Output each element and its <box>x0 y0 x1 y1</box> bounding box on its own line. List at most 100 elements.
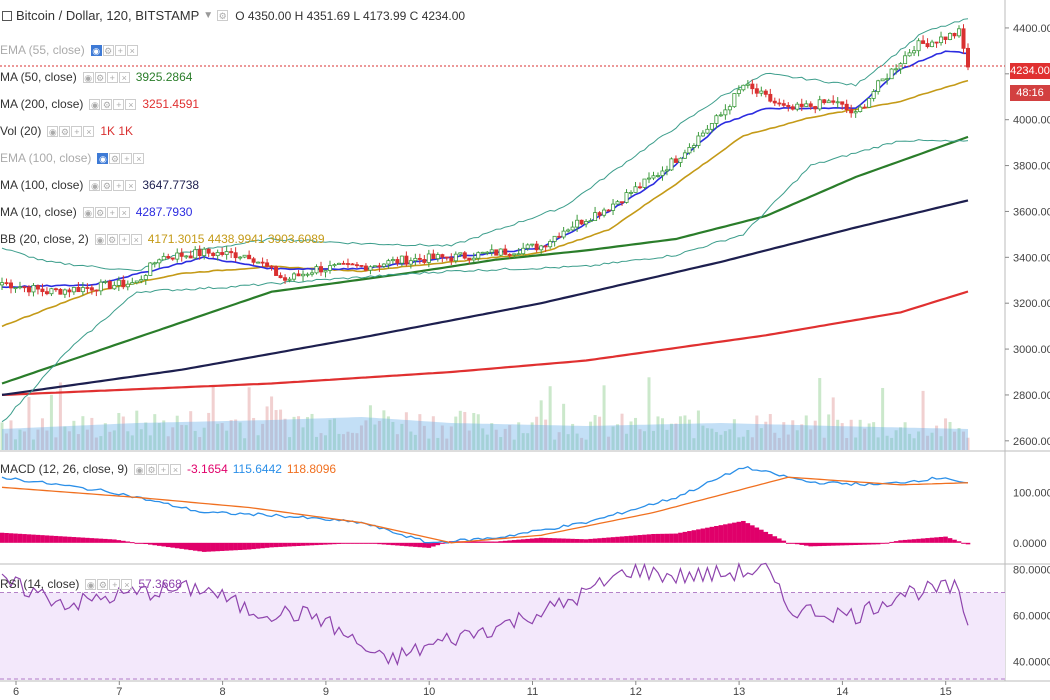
macd-hist-bar <box>94 538 99 543</box>
settings-icon[interactable]: ⚙ <box>97 578 109 590</box>
settings-icon[interactable]: ⚙ <box>146 463 158 475</box>
settings-icon[interactable]: ⚙ <box>101 179 113 191</box>
candle-body <box>31 285 36 293</box>
volume-bar <box>458 410 462 450</box>
add-icon[interactable]: + <box>158 463 170 475</box>
close-icon[interactable]: × <box>170 463 182 475</box>
visibility-icon[interactable]: ◉ <box>82 206 94 218</box>
close-icon[interactable]: × <box>125 98 137 110</box>
add-icon[interactable]: + <box>114 44 126 56</box>
candle-body <box>130 282 135 285</box>
price-tick-label: 4400.00 <box>1013 23 1050 35</box>
volume-bar <box>858 419 862 450</box>
close-icon[interactable]: × <box>118 206 130 218</box>
rsi-legend-name[interactable]: RSI (14, close) <box>0 577 80 591</box>
macd-hist-bar <box>624 536 629 543</box>
visibility-icon[interactable]: ◉ <box>82 71 94 83</box>
macd-hist-bar <box>871 542 876 545</box>
macd-hist-bar <box>296 542 301 546</box>
candle-body <box>404 255 409 265</box>
add-icon[interactable]: + <box>113 98 125 110</box>
macd-hist-bar <box>71 537 77 543</box>
macd-hist-bar <box>732 522 737 543</box>
volume-bar <box>0 422 4 450</box>
legend-name[interactable]: MA (10, close) <box>0 205 77 219</box>
legend-name[interactable]: EMA (100, close) <box>0 151 92 165</box>
add-icon[interactable]: + <box>106 71 118 83</box>
settings-icon[interactable]: ⚙ <box>94 71 106 83</box>
candle-body <box>718 114 723 117</box>
settings-icon[interactable]: ⚙ <box>59 125 71 137</box>
visibility-icon[interactable]: ◉ <box>85 578 97 590</box>
visibility-icon[interactable]: ◉ <box>97 152 109 164</box>
legend-name[interactable]: MA (200, close) <box>0 97 84 111</box>
close-icon[interactable]: × <box>126 44 138 56</box>
rsi-tick-label: 80.0000 <box>1013 565 1050 577</box>
bb-lower-line <box>1 139 969 423</box>
volume-bar <box>189 411 193 450</box>
volume-bar <box>45 430 49 450</box>
visibility-icon[interactable]: ◉ <box>134 463 146 475</box>
macd-hist-bar <box>633 535 638 543</box>
settings-icon[interactable]: ⚙ <box>94 206 106 218</box>
settings-icon[interactable]: ⚙ <box>217 10 229 21</box>
macd-tick-label: 0.0000 <box>1013 538 1047 550</box>
legend-name[interactable]: BB (20, close, 2) <box>0 232 89 246</box>
date-tick-label: 11 <box>527 686 538 698</box>
legend-name[interactable]: EMA (55, close) <box>0 43 85 57</box>
candle-body <box>862 106 867 109</box>
candle-body <box>485 251 490 254</box>
volume-bar <box>467 430 471 450</box>
volume-bar <box>813 420 817 450</box>
symbol-title[interactable]: Bitcoin / Dollar, 120, BITSTAMP <box>16 8 200 23</box>
high-value: 4351.69 <box>306 8 351 23</box>
candle-body <box>961 28 966 49</box>
macd-hist-bar <box>466 541 472 543</box>
collapse-icon[interactable] <box>2 10 12 21</box>
candle-body <box>458 252 463 255</box>
candle-body <box>858 106 863 112</box>
visibility-icon[interactable]: ◉ <box>94 233 106 245</box>
volume-bar <box>764 421 768 450</box>
add-icon[interactable]: + <box>106 206 118 218</box>
macd-legend-name[interactable]: MACD (12, 26, close, 9) <box>0 462 129 476</box>
visibility-icon[interactable]: ◉ <box>90 44 102 56</box>
settings-icon[interactable]: ⚙ <box>102 44 114 56</box>
close-icon[interactable]: × <box>83 125 95 137</box>
add-icon[interactable]: + <box>71 125 83 137</box>
close-icon[interactable]: × <box>130 233 142 245</box>
settings-icon[interactable]: ⚙ <box>109 152 121 164</box>
close-icon[interactable]: × <box>118 71 130 83</box>
visibility-icon[interactable]: ◉ <box>89 179 101 191</box>
volume-bar <box>669 423 673 450</box>
chevron-down-icon[interactable]: ▼ <box>203 10 214 21</box>
visibility-icon[interactable]: ◉ <box>47 125 59 137</box>
date-tick-label: 9 <box>323 686 329 698</box>
candle-body <box>143 275 148 280</box>
visibility-icon[interactable]: ◉ <box>89 98 101 110</box>
legend-name[interactable]: MA (100, close) <box>0 178 84 192</box>
settings-icon[interactable]: ⚙ <box>101 98 113 110</box>
close-icon[interactable]: × <box>133 152 145 164</box>
candle-body <box>202 248 207 256</box>
close-icon[interactable]: × <box>121 578 133 590</box>
close-icon[interactable]: × <box>125 179 137 191</box>
candle-body <box>377 265 382 268</box>
add-icon[interactable]: + <box>113 179 125 191</box>
candle-body <box>368 266 373 271</box>
legend-name[interactable]: Vol (20) <box>0 124 42 138</box>
macd-hist-bar <box>278 542 283 547</box>
settings-icon[interactable]: ⚙ <box>106 233 118 245</box>
macd-hist-bar <box>0 532 5 543</box>
add-icon[interactable]: + <box>109 578 121 590</box>
macd-hist-bar <box>925 538 930 543</box>
add-icon[interactable]: + <box>118 233 130 245</box>
volume-bar <box>899 427 903 450</box>
legend-name[interactable]: MA (50, close) <box>0 70 77 84</box>
macd-hist-bar <box>606 537 611 543</box>
candle-body <box>161 256 166 261</box>
add-icon[interactable]: + <box>121 152 133 164</box>
macd-hist-bar <box>781 540 787 543</box>
macd-hist-bar <box>669 533 674 543</box>
